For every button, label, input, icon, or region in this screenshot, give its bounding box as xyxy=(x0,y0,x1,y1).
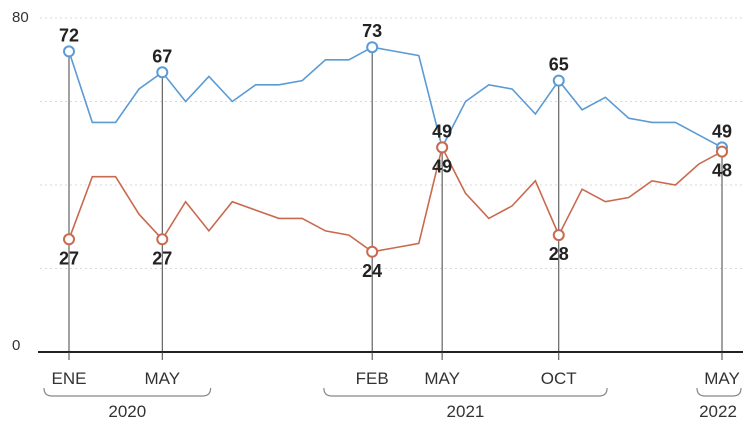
y-tick-label-0: 0 xyxy=(12,337,20,354)
markers xyxy=(63,41,728,258)
year-bracket-2020 xyxy=(43,387,212,397)
data-label-blue-28: 49 xyxy=(712,121,732,141)
data-label-red-13: 24 xyxy=(362,261,382,281)
year-label-2022: 2022 xyxy=(699,402,737,421)
marker-red-28 xyxy=(716,145,728,158)
marker-blue-0 xyxy=(63,45,75,58)
x-axis: ENE MAY FEB MAY OCT MAY 2020 2021 2022 xyxy=(43,352,742,421)
marker-blue-21 xyxy=(552,74,565,87)
x-tick-label-28: MAY xyxy=(704,369,740,388)
data-label-blue-4: 67 xyxy=(152,46,172,66)
marker-blue-4 xyxy=(156,66,169,79)
data-label-red-0: 27 xyxy=(59,248,79,268)
data-label-blue-21: 65 xyxy=(549,55,569,75)
year-bracket-2022 xyxy=(696,387,742,397)
series-line-red xyxy=(68,145,723,253)
data-label-red-16: 49 xyxy=(432,156,452,176)
y-tick-label-80: 80 xyxy=(12,9,29,26)
year-bracket-2021 xyxy=(323,387,608,397)
x-tick-label-16: MAY xyxy=(424,369,460,388)
x-tick-label-4: MAY xyxy=(144,369,180,388)
gridlines xyxy=(40,17,743,269)
data-label-blue-0: 72 xyxy=(59,25,79,45)
marker-red-16 xyxy=(436,141,449,154)
data-label-blue-13: 73 xyxy=(362,21,382,41)
marker-red-13 xyxy=(366,245,379,258)
marker-blue-13 xyxy=(366,41,379,54)
marker-red-21 xyxy=(552,229,565,242)
data-label-blue-16: 49 xyxy=(432,121,452,141)
series-line-blue xyxy=(68,46,723,150)
y-axis-ticks: 80 0 xyxy=(12,9,29,354)
year-label-2020: 2020 xyxy=(108,402,146,421)
data-label-red-28: 48 xyxy=(712,161,732,181)
year-label-2021: 2021 xyxy=(447,402,485,421)
marker-red-4 xyxy=(156,233,169,246)
x-tick-label-21: OCT xyxy=(541,369,577,388)
data-label-red-21: 28 xyxy=(549,244,569,264)
x-tick-label-13: FEB xyxy=(356,369,389,388)
series-lines xyxy=(68,46,723,253)
marker-red-0 xyxy=(63,233,75,246)
drop-lines xyxy=(68,47,723,352)
data-labels: 72 67 73 49 65 49 27 27 24 49 28 48 xyxy=(59,21,732,281)
data-label-red-4: 27 xyxy=(152,248,172,268)
x-tick-label-0: ENE xyxy=(52,369,87,388)
